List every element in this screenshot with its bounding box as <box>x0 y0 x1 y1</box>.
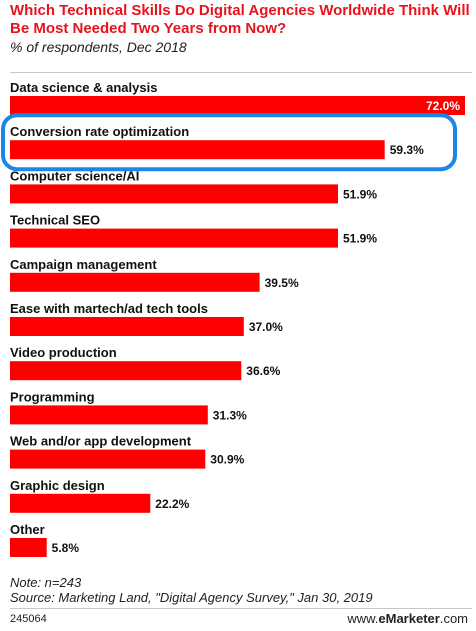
top-divider <box>10 72 472 73</box>
value-label: 39.5% <box>265 276 299 290</box>
chart-title: Which Technical Skills Do Digital Agenci… <box>10 2 470 37</box>
value-label: 59.3% <box>390 143 424 157</box>
category-label: Conversion rate optimization <box>10 124 189 139</box>
category-label: Technical SEO <box>10 213 100 228</box>
category-label: Graphic design <box>10 478 105 493</box>
value-label: 37.0% <box>249 320 283 334</box>
highlight-outline <box>1 113 457 172</box>
bar <box>10 361 242 381</box>
category-label: Data science & analysis <box>10 80 157 95</box>
chart-note: Note: n=243 <box>10 575 82 590</box>
bar <box>10 317 244 336</box>
brand-suffix: .com <box>439 611 468 626</box>
bar-row-other: Other 5.8% <box>10 522 79 557</box>
value-label: 31.3% <box>213 408 247 422</box>
bar-row-graphic-design: Graphic design 22.2% <box>10 478 190 513</box>
bar-row-campaign-management: Campaign management 39.5% <box>10 257 299 292</box>
bar-row-programming: Programming 31.3% <box>10 389 247 425</box>
bar <box>10 405 208 425</box>
bar-row-ease-with-martech-ad-tech-tools: Ease with martech/ad tech tools 37.0% <box>10 301 283 336</box>
bar-row-conversion-rate-optimization: Conversion rate optimization 59.3% <box>10 124 424 160</box>
value-label: 5.8% <box>52 541 80 555</box>
chart-subtitle: % of respondents, Dec 2018 <box>10 39 187 55</box>
bar <box>10 184 338 204</box>
category-label: Web and/or app development <box>10 434 192 449</box>
bar <box>10 272 260 292</box>
bottom-divider <box>10 608 472 609</box>
bar-row-video-production: Video production 36.6% <box>10 345 281 381</box>
brand-prefix: www. <box>347 611 379 626</box>
bar <box>10 228 338 248</box>
bar <box>10 96 465 115</box>
brand-logo: www.eMarketer.com <box>347 611 468 626</box>
value-label: 36.6% <box>246 364 280 378</box>
bar <box>10 140 385 160</box>
value-label: 51.9% <box>343 232 377 246</box>
value-label: 22.2% <box>155 497 189 511</box>
value-label: 51.9% <box>343 187 377 201</box>
bar <box>10 449 206 469</box>
bar-row-data-science-analysis: Data science & analysis 72.0% <box>10 80 465 115</box>
bar-row-computer-science-ai: Computer science/AI 51.9% <box>10 168 377 204</box>
category-label: Ease with martech/ad tech tools <box>10 301 208 316</box>
category-label: Video production <box>10 345 117 360</box>
value-label: 30.9% <box>210 453 244 467</box>
category-label: Computer science/AI <box>10 168 139 183</box>
bar <box>10 493 151 513</box>
chart-source: Source: Marketing Land, "Digital Agency … <box>10 590 373 605</box>
value-label: 72.0% <box>426 99 460 113</box>
category-label: Programming <box>10 389 95 404</box>
category-label: Campaign management <box>10 257 157 272</box>
chart-id: 245064 <box>10 613 47 625</box>
category-label: Other <box>10 522 45 537</box>
brand-name: eMarketer <box>378 611 440 626</box>
bar-row-web-and-or-app-development: Web and/or app development 30.9% <box>10 434 245 469</box>
bar <box>10 538 47 557</box>
bar-row-technical-seo: Technical SEO 51.9% <box>10 213 377 248</box>
